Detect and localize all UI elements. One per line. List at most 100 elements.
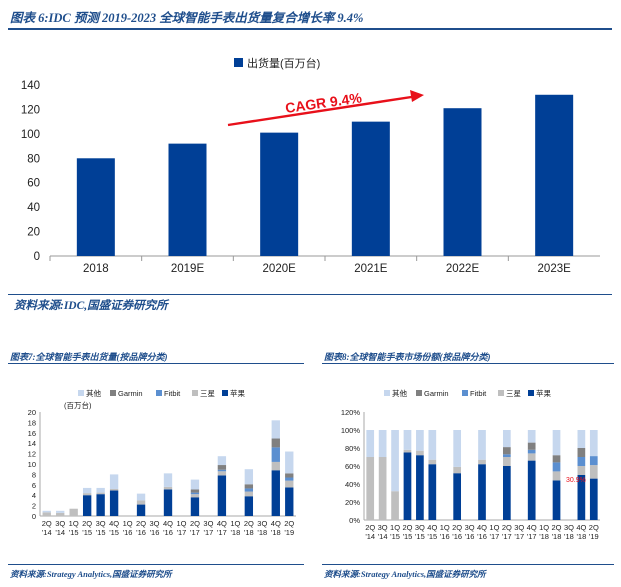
x-tick-label: '17 [177,528,187,537]
divider [8,28,612,30]
bar-segment [244,491,254,497]
x-tick-label: '17 [514,532,524,541]
bar-segment [378,457,387,520]
x-tick-label: 3Q [564,523,574,532]
legend-swatch [78,390,84,396]
x-tick-label: '17 [490,532,500,541]
divider [8,564,304,565]
divider [8,363,304,364]
bar-segment [244,496,254,516]
x-tick-label: 3Q [203,519,213,528]
bar-segment [366,430,375,457]
bar-segment [527,449,536,454]
fig7-chart: 024681012141618202Q'143Q'141Q'152Q'153Q'… [28,388,296,537]
bar-segment [96,492,105,495]
bar-segment [527,453,536,461]
x-tick-label: 1Q [440,523,450,532]
legend-swatch [234,58,243,67]
x-tick-label: 1Q [390,523,400,532]
bar-segment [416,450,424,456]
legend-label: 苹果 [230,388,245,398]
cagr-annotation: CAGR 9.4% [284,89,363,116]
x-tick-label: 3Q [514,523,524,532]
legend-label: Garmin [118,389,143,398]
legend-swatch [384,390,390,396]
x-tick-label: 1Q [230,519,240,528]
bar-segment [589,478,598,520]
x-tick-label: 4Q [163,519,173,528]
x-tick-label: '15 [69,528,79,537]
y-tick-label: 100% [341,426,361,435]
legend-swatch [498,390,504,396]
x-tick-label: 2Q [284,519,294,528]
y-tick-label: 80 [27,153,40,165]
x-tick-label: '16 [123,528,133,537]
y-tick-label: 2 [32,502,36,511]
x-tick-label: '18 [271,528,281,537]
legend-label: 出货量(百万台) [247,56,320,70]
y-tick-label: 0% [349,516,360,525]
x-tick-label: '16 [163,528,173,537]
x-tick-label: 2Q [402,523,412,532]
x-tick-label: '16 [440,532,450,541]
data-annotation: 30.9% [566,477,586,484]
bar-segment [285,473,294,478]
bar-segment [478,464,486,520]
x-tick-label: 2Q [502,523,512,532]
x-tick-label: '18 [244,528,254,537]
bar-segment [69,508,78,516]
legend-label: 三星 [200,389,215,398]
y-tick-label: 0 [34,251,40,263]
bar-segment [190,489,200,493]
bar-segment [502,447,511,455]
x-tick-label: '19 [284,528,294,537]
bar-segment [428,464,437,520]
legend-swatch [462,390,468,396]
bar-segment [552,480,561,520]
fig8-chart: 0%20%40%60%80%100%120%2Q'143Q'141Q'152Q'… [341,388,600,541]
bar-segment [552,462,561,472]
bar-segment [190,479,200,490]
legend-swatch [156,390,162,396]
divider [322,564,614,565]
bar-segment [217,465,227,470]
bar-segment [502,430,511,448]
x-tick-label: '17 [217,528,227,537]
x-tick-label: 2023E [538,263,572,275]
bar-segment [478,459,486,465]
bar-segment [589,430,598,457]
bar [351,121,390,257]
y-tick-label: 10 [28,460,36,469]
y-tick-label: 12 [28,450,36,459]
bar-segment [217,475,227,516]
bar-segment [453,430,462,467]
legend-label: Fitbit [470,389,487,398]
bar-segment [136,500,146,505]
legend-label: 三星 [506,389,521,398]
bar-segment [163,486,173,490]
x-tick-label: 3Q [378,523,388,532]
x-tick-label: 4Q [427,523,437,532]
cagr-arrow-line [227,94,419,127]
bar-segment [453,473,462,520]
bar-segment [136,493,146,501]
bar-segment [577,448,586,457]
x-tick-label: '17 [502,532,512,541]
legend-swatch [528,390,534,396]
x-tick-label: 1Q [123,519,133,528]
y-tick-label: 8 [32,470,36,479]
bar-segment [109,490,119,516]
y-tick-label: 120 [21,104,40,116]
x-tick-label: 2Q [452,523,462,532]
bar [443,108,482,256]
bar-segment [416,430,424,451]
bar-segment [577,430,586,448]
bar-segment [271,420,280,439]
y-tick-label: 16 [28,429,36,438]
legend-swatch [192,390,198,396]
y-tick-label: 20 [28,408,36,417]
unit-label: (百万台) [64,400,92,410]
x-tick-label: '18 [564,532,574,541]
x-tick-label: 4Q [217,519,227,528]
x-tick-label: '15 [415,532,425,541]
